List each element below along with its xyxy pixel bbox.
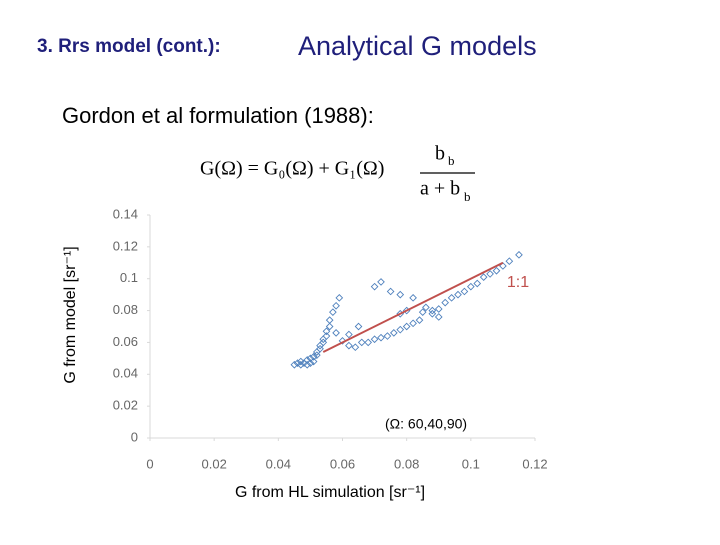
data-point <box>492 266 501 275</box>
data-point <box>473 279 482 288</box>
y-tick-label: 0.06 <box>113 334 138 349</box>
x-tick-label: 0.12 <box>522 456 547 471</box>
y-tick-label: 0.08 <box>113 302 138 317</box>
data-point <box>338 336 347 345</box>
x-tick-label: 0.06 <box>330 456 355 471</box>
x-tick-label: 0 <box>146 456 153 471</box>
data-point <box>329 308 337 317</box>
data-point <box>322 332 331 340</box>
data-point <box>441 298 450 307</box>
data-point <box>306 359 315 367</box>
subtitle: Gordon et al formulation (1988): <box>62 103 374 128</box>
data-point <box>409 319 417 328</box>
data-point <box>466 282 475 291</box>
data-point <box>389 329 398 337</box>
equation-lhs: G(Ω) = G₀(Ω) + G₁(Ω) <box>200 158 384 180</box>
x-axis-label: G from HL simulation [sr⁻¹] <box>235 484 425 501</box>
data-point <box>296 357 305 366</box>
section-label: 3. Rrs model (cont.): <box>37 36 221 57</box>
data-point <box>309 352 318 361</box>
data-point <box>515 250 523 259</box>
annotation: (Ω: 60,40,90) <box>385 416 467 432</box>
data-point <box>370 282 379 291</box>
data-point <box>460 287 469 296</box>
data-point <box>434 305 443 313</box>
equation-numerator-sub: b <box>448 153 455 168</box>
data-point <box>396 325 405 334</box>
data-point <box>370 335 379 344</box>
data-point <box>428 306 437 315</box>
y-tick-label: 0.12 <box>113 238 138 253</box>
y-tick-label: 0.1 <box>120 270 138 285</box>
data-point <box>345 330 353 339</box>
y-tick-label: 0.14 <box>113 206 138 221</box>
data-point <box>303 356 312 364</box>
data-point <box>383 332 392 340</box>
data-point <box>447 293 456 302</box>
data-point <box>505 257 514 266</box>
data-point <box>322 327 331 336</box>
data-point <box>479 273 488 281</box>
reference-line-label: 1:1 <box>507 274 529 291</box>
data-point <box>309 357 318 366</box>
data-point <box>306 354 315 363</box>
y-axis-label: G from model [sr⁻¹] <box>62 246 79 383</box>
x-tick-label: 0.04 <box>266 456 291 471</box>
data-point <box>293 359 302 367</box>
data-point <box>296 360 305 369</box>
data-point <box>454 290 462 299</box>
data-point <box>357 338 366 347</box>
reference-line <box>322 261 504 353</box>
slide-title: Analytical G models <box>298 31 537 61</box>
data-point <box>351 343 360 352</box>
data-point <box>422 303 430 312</box>
equation-numerator: b <box>435 143 445 165</box>
data-point <box>303 360 312 369</box>
data-point <box>335 293 344 302</box>
equation-denominator-sub: b <box>464 189 471 204</box>
data-point <box>386 287 395 296</box>
data-point <box>364 338 373 347</box>
data-point <box>312 351 321 360</box>
data-point <box>415 316 424 324</box>
data-point <box>377 333 385 342</box>
data-point <box>325 316 334 324</box>
data-point <box>396 290 405 299</box>
equation-denominator: a + b <box>420 178 460 200</box>
data-point <box>300 359 308 367</box>
x-tick-label: 0.08 <box>394 456 419 471</box>
data-point <box>319 338 328 347</box>
data-point <box>434 313 443 321</box>
y-tick-label: 0.04 <box>113 366 138 381</box>
equation: G(Ω) = G₀(Ω) + G₁(Ω) b b a + b b <box>200 143 475 204</box>
data-point <box>316 344 324 353</box>
data-point <box>409 293 417 302</box>
data-point <box>377 278 385 286</box>
x-tick-label: 0.1 <box>462 456 480 471</box>
data-point <box>354 322 363 331</box>
data-point <box>402 322 411 331</box>
x-tick-label: 0.02 <box>202 456 227 471</box>
data-point <box>332 329 340 337</box>
data-point <box>332 301 340 310</box>
data-point <box>428 309 437 318</box>
y-tick-label: 0.02 <box>113 398 138 413</box>
data-point <box>486 270 494 278</box>
data-point <box>345 341 353 350</box>
data-point <box>325 322 334 331</box>
data-point <box>418 308 427 317</box>
data-point <box>290 360 299 369</box>
y-tick-label: 0 <box>131 429 138 444</box>
